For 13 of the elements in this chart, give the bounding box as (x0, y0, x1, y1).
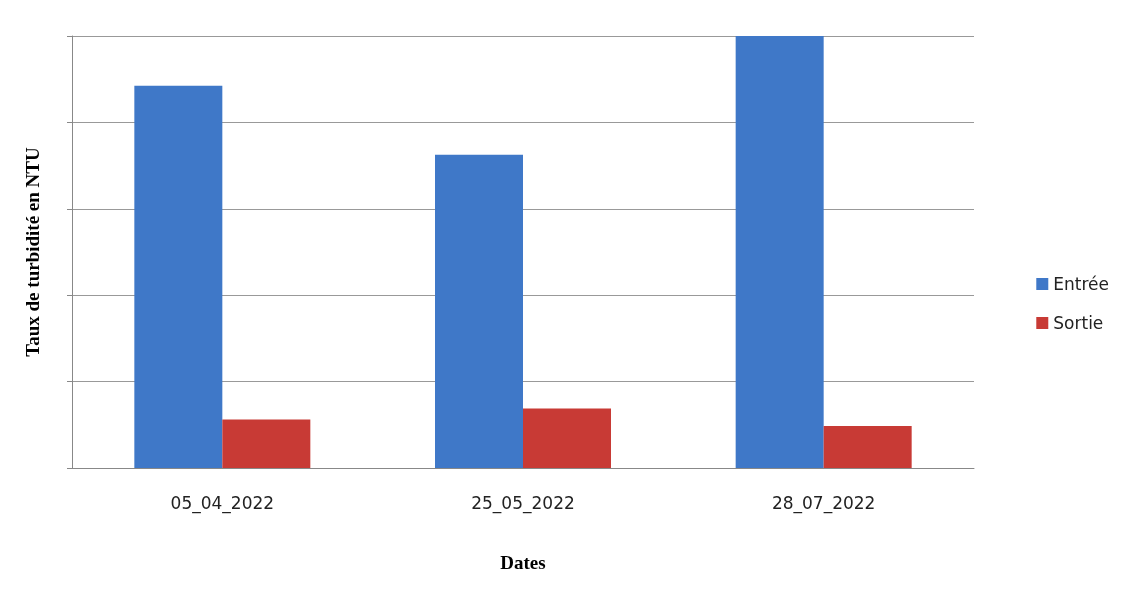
bar (823, 425, 912, 468)
legend-label: Entrée (1053, 274, 1109, 294)
legend-label: Sortie (1053, 313, 1104, 333)
x-axis-title: Dates (500, 552, 546, 573)
bar (134, 85, 223, 468)
x-tick-label: 25_05_2022 (471, 492, 575, 514)
bar (222, 419, 311, 468)
y-axis-title: Taux de turbidité en NTU (22, 147, 43, 357)
x-tick-label: 28_07_2022 (771, 492, 876, 514)
bar (523, 408, 611, 468)
bar (435, 154, 523, 468)
bar (735, 36, 824, 468)
x-tick-label: 05_04_2022 (170, 492, 275, 514)
